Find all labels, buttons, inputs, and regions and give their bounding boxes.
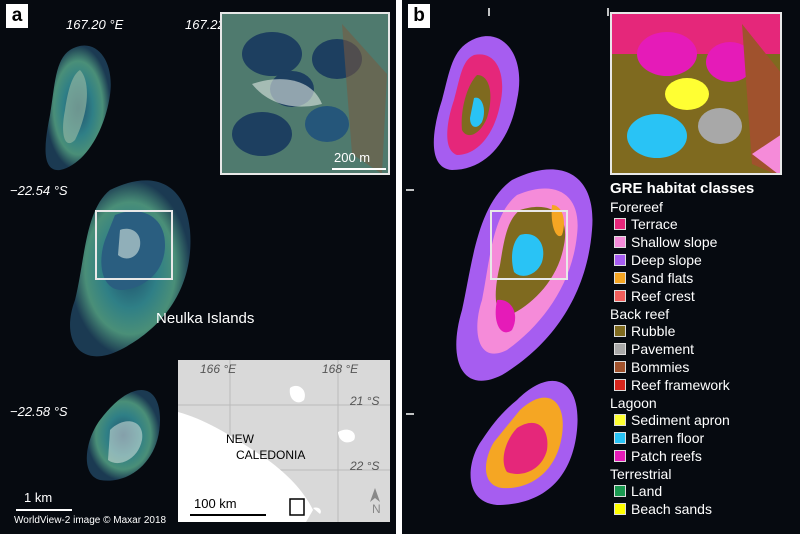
legend-item: Land: [614, 482, 800, 500]
legend-swatch: [614, 361, 626, 373]
legend-swatch: [614, 379, 626, 391]
legend-item: Terrace: [614, 215, 800, 233]
locator-lat-tick: 22 °S: [350, 459, 380, 473]
locator-lon-tick: 168 °E: [322, 362, 359, 376]
legend-item: Barren floor: [614, 429, 800, 447]
habitat-map: [406, 8, 609, 505]
inset-scale-label: 200 m: [334, 150, 371, 165]
country-label-line2: CALEDONIA: [236, 448, 306, 462]
legend-item-label: Sand flats: [631, 270, 694, 286]
legend-item: Shallow slope: [614, 233, 800, 251]
legend-item-label: Patch reefs: [631, 448, 702, 464]
legend-swatch: [614, 254, 626, 266]
legend-swatch: [614, 485, 626, 497]
legend-item-label: Sediment apron: [631, 412, 730, 428]
panel-label: a: [6, 4, 28, 28]
scale-label: 1 km: [24, 490, 53, 505]
legend-item-label: Barren floor: [631, 430, 705, 446]
legend-swatch: [614, 325, 626, 337]
inset-extent-box: [95, 210, 173, 280]
classification-panel: b GRE habitat classes Forereef Terrace Sha…: [402, 0, 800, 534]
locator-scale-bar: [190, 514, 266, 516]
legend-item-label: Rubble: [631, 323, 676, 339]
legend-item-label: Pavement: [631, 341, 695, 357]
locator-land: [178, 360, 390, 522]
legend-item-label: Reef crest: [631, 288, 695, 304]
zoom-inset: 200 m: [220, 12, 390, 175]
legend-group-heading: Terrestrial: [610, 466, 672, 482]
locator-map: 166 °E 168 °E 21 °S 22 °S NEW CALEDONIA …: [178, 360, 390, 522]
legend-item: Sediment apron: [614, 411, 800, 429]
north-arrow-label: N: [372, 502, 381, 516]
legend-swatch: [614, 432, 626, 444]
legend-item-label: Deep slope: [631, 252, 702, 268]
place-label: Neulka Islands: [156, 310, 255, 327]
image-credit: WorldView-2 image © Maxar 2018: [14, 515, 167, 526]
locator-lat-tick: 21 °S: [350, 394, 380, 408]
legend-item: Beach sands: [614, 500, 800, 518]
locator-scale-label: 100 km: [194, 496, 237, 511]
legend-item-label: Reef framework: [631, 377, 730, 393]
legend-title: GRE habitat classes: [610, 180, 755, 197]
legend-group-heading: Back reef: [610, 306, 670, 322]
inset-extent-box: [490, 210, 568, 280]
legend-swatch: [614, 218, 626, 230]
legend-swatch: [614, 450, 626, 462]
legend-item-label: Shallow slope: [631, 234, 718, 250]
classification-inset: [610, 12, 782, 175]
inset-scale-bar: [332, 168, 386, 170]
locator-extent-box: [289, 498, 305, 516]
scale-bar: [16, 509, 72, 511]
legend-swatch: [614, 272, 626, 284]
locator-lon-tick: 166 °E: [200, 362, 237, 376]
legend-item: Pavement: [614, 340, 800, 358]
legend-item: Patch reefs: [614, 447, 800, 465]
legend-swatch: [614, 236, 626, 248]
legend-item: Reef framework: [614, 376, 800, 394]
panel-label: b: [408, 4, 430, 28]
legend-item: Sand flats: [614, 269, 800, 287]
satellite-panel: a 167.20 °E 167.22 °E −22.54 °S −22.58 °…: [0, 0, 396, 534]
legend-item: Deep slope: [614, 251, 800, 269]
legend-swatch: [614, 503, 626, 515]
lat-tick-label: −22.54 °S: [10, 183, 68, 198]
legend-swatch: [614, 414, 626, 426]
lat-tick-label: −22.58 °S: [10, 404, 68, 419]
legend-item: Reef crest: [614, 287, 800, 305]
lon-tick-label: 167.20 °E: [66, 17, 124, 32]
legend-group-heading: Lagoon: [610, 395, 657, 411]
legend-item-label: Land: [631, 483, 663, 499]
inset-image: [222, 14, 388, 173]
legend-swatch: [614, 343, 626, 355]
legend-item: Rubble: [614, 322, 800, 340]
legend-item: Bommies: [614, 358, 800, 376]
legend-item-label: Beach sands: [631, 501, 712, 517]
habitat-legend: GRE habitat classes Forereef Terrace Shall…: [610, 180, 800, 518]
legend-item-label: Terrace: [631, 216, 678, 232]
legend-item-label: Bommies: [631, 359, 690, 375]
legend-group-heading: Forereef: [610, 199, 663, 215]
country-label-line1: NEW: [226, 432, 254, 446]
legend-swatch: [614, 290, 626, 302]
satellite-image: [45, 45, 191, 481]
inset-classes: [612, 14, 780, 173]
